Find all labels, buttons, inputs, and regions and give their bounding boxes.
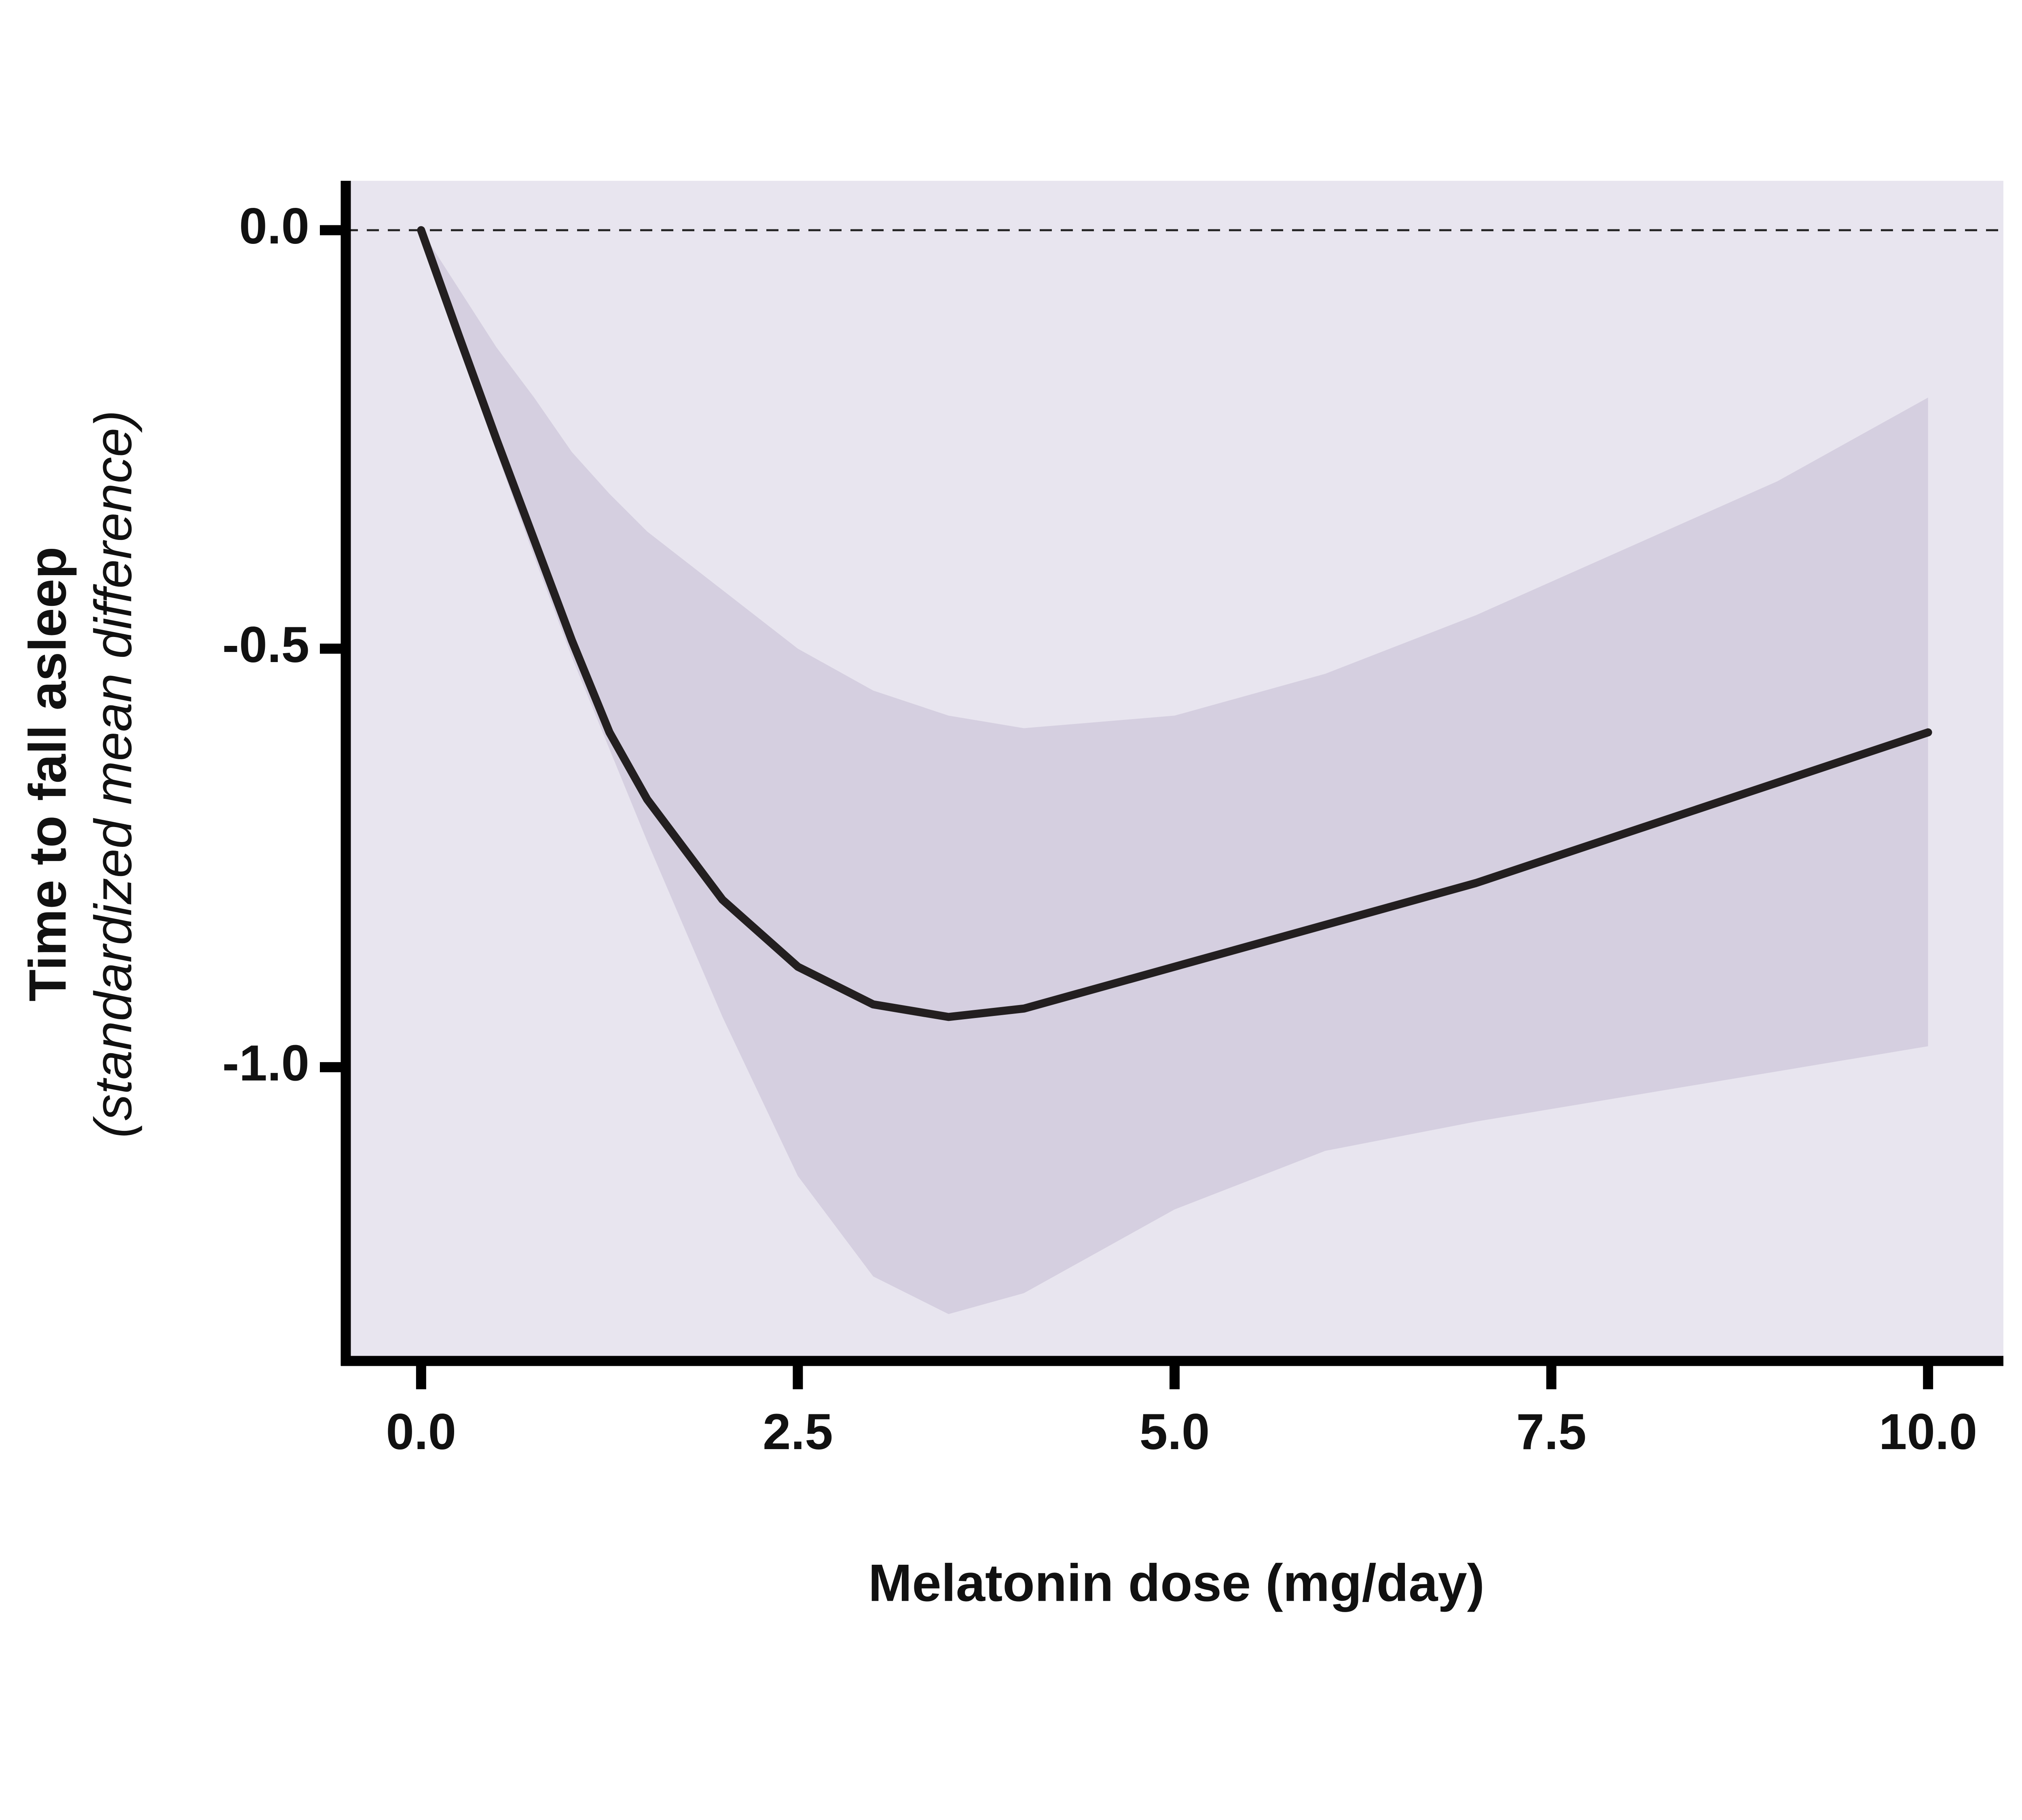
y-tick-label: 0.0 [239,198,309,254]
plot-area: 0.0 -0.5 -1.0 0.0 2.5 5.0 7.5 10.0 [222,181,2003,1460]
x-tick-label: 5.0 [1140,1404,1210,1460]
x-tick-label: 2.5 [763,1404,833,1460]
line [417,226,1932,1021]
confidence-band [421,230,1928,1314]
y-axis-subtitle: (standardized mean difference) [83,410,142,1138]
y-tick-label: -1.0 [222,1035,309,1092]
x-tick-label: 10.0 [1879,1404,1977,1460]
x-axis-title: Melatonin dose (mg/day) [868,1553,1485,1612]
y-axis-title: Time to fall asleep [18,547,77,1002]
x-tick-label: 0.0 [386,1404,456,1460]
x-tick-label: 7.5 [1516,1404,1586,1460]
y-tick-label: -0.5 [222,617,309,673]
